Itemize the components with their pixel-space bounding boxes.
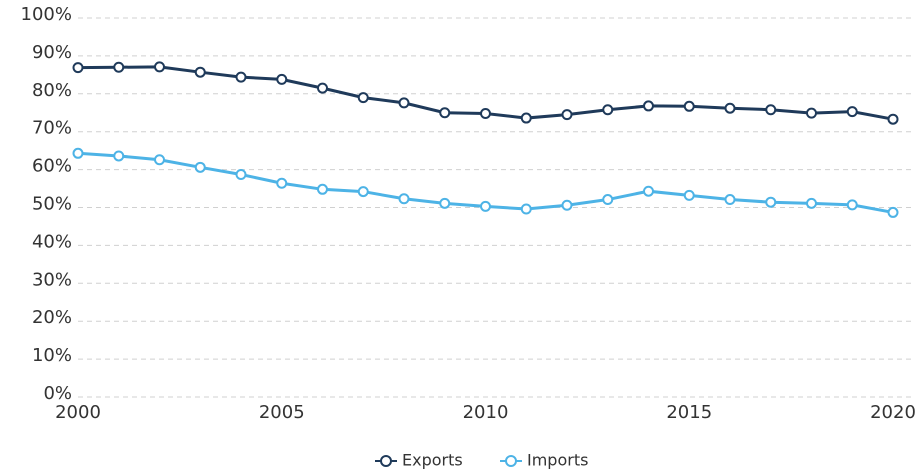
point (194, 161, 206, 173)
point (439, 197, 451, 209)
point (520, 203, 532, 215)
x-tick-label: 2020 (870, 402, 916, 423)
point (235, 71, 247, 83)
point (154, 61, 165, 73)
point (683, 100, 695, 112)
point (561, 109, 573, 121)
point (846, 199, 858, 211)
y-tick-label: 0% (43, 383, 72, 404)
y-tick-label: 60% (32, 156, 72, 177)
point (724, 194, 736, 206)
point (276, 177, 288, 189)
point (602, 194, 614, 206)
point (480, 200, 491, 212)
x-tick-label: 2000 (55, 402, 101, 423)
y-tick-label: 50% (32, 194, 72, 215)
point (602, 104, 614, 116)
point (357, 186, 369, 198)
point (154, 154, 165, 166)
point (846, 106, 858, 118)
y-tick-label: 40% (32, 231, 72, 252)
point (276, 73, 288, 85)
point (765, 196, 777, 208)
point (683, 189, 695, 201)
y-tick-label: 80% (32, 80, 72, 101)
point (439, 107, 451, 119)
point (113, 150, 125, 162)
point (520, 112, 532, 124)
point (643, 100, 654, 112)
y-tick-label: 30% (32, 269, 72, 290)
point (887, 206, 899, 218)
point (480, 108, 491, 120)
x-tick-label: 2015 (666, 402, 712, 423)
legend-swatch (505, 455, 517, 467)
point (765, 104, 777, 116)
y-tick-label: 20% (32, 307, 72, 328)
legend-label: Exports (402, 451, 463, 470)
point (643, 185, 654, 197)
y-tick-label: 90% (32, 42, 72, 63)
x-tick-label: 2010 (463, 402, 509, 423)
point (806, 107, 817, 119)
point (398, 97, 410, 109)
y-tick-label: 10% (32, 345, 72, 366)
point (398, 193, 410, 205)
point (561, 199, 573, 211)
point (317, 82, 328, 94)
point (317, 183, 328, 195)
point (194, 66, 206, 78)
legend-label: Imports (527, 451, 588, 470)
x-tick-label: 2005 (259, 402, 305, 423)
point (806, 197, 817, 209)
point (887, 113, 899, 125)
point (113, 61, 125, 73)
point (72, 147, 84, 159)
y-tick-label: 100% (21, 4, 72, 25)
point (235, 169, 247, 181)
legend-swatch (380, 455, 392, 467)
y-tick-label: 70% (32, 118, 72, 139)
point (72, 62, 84, 74)
point (724, 102, 736, 114)
point (357, 92, 369, 104)
